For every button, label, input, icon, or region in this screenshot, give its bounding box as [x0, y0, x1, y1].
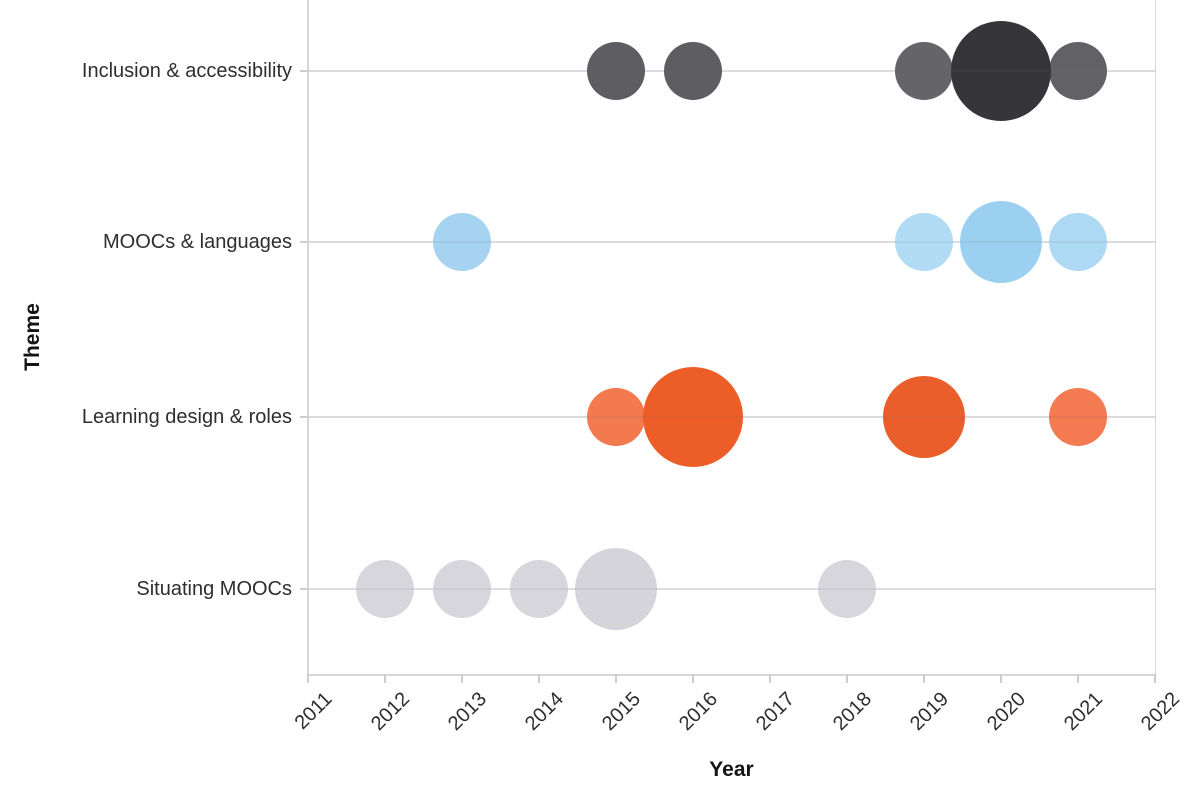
x-axis-spine [307, 674, 1156, 676]
data-bubble [883, 376, 965, 458]
data-bubble [1049, 388, 1107, 446]
x-tick-label: 2012 [366, 688, 414, 736]
y-tick-label: Learning design & roles [81, 406, 292, 428]
data-bubble [951, 21, 1051, 121]
y-axis-tick [300, 416, 307, 418]
x-tick-label: 2013 [443, 688, 491, 736]
data-bubble [587, 42, 645, 100]
row-gridline-overlay [308, 416, 1155, 418]
row-gridline [308, 241, 1155, 243]
data-bubble [643, 367, 743, 467]
data-bubble [356, 560, 414, 618]
data-bubble [587, 388, 645, 446]
data-bubble [1049, 42, 1107, 100]
y-axis-tick [300, 70, 307, 72]
data-bubble [1049, 213, 1107, 271]
x-tick-label: 2016 [674, 688, 722, 736]
x-axis-tick [538, 674, 540, 683]
x-tick-label: 2019 [905, 688, 953, 736]
data-bubble [818, 560, 876, 618]
row-gridline-overlay [308, 70, 1155, 72]
x-axis-tick [692, 674, 694, 683]
data-bubble [960, 201, 1042, 283]
x-axis-tick [923, 674, 925, 683]
y-tick-label: MOOCs & languages [103, 231, 292, 253]
row-gridline-overlay [308, 588, 1155, 590]
data-bubble [664, 42, 722, 100]
x-axis-tick [615, 674, 617, 683]
x-axis-title: Year [709, 758, 754, 781]
row-gridline-overlay [308, 241, 1155, 243]
data-bubble [575, 548, 657, 630]
x-tick-label: 2018 [828, 688, 876, 736]
right-spine [1154, 0, 1156, 674]
data-bubble [895, 42, 953, 100]
x-axis-tick [1154, 674, 1156, 683]
x-axis-tick [769, 674, 771, 683]
row-gridline [308, 588, 1155, 590]
y-axis-tick [300, 588, 307, 590]
y-axis-spine [307, 0, 309, 674]
x-tick-label: 2022 [1136, 688, 1184, 736]
x-axis-tick [384, 674, 386, 683]
x-tick-label: 2015 [597, 688, 645, 736]
data-bubble [433, 560, 491, 618]
x-axis-tick [846, 674, 848, 683]
data-bubble [510, 560, 568, 618]
x-axis-tick [461, 674, 463, 683]
data-bubble [895, 213, 953, 271]
y-tick-label: Situating MOOCs [136, 578, 292, 600]
x-axis-tick [1000, 674, 1002, 683]
y-axis-title-text: Theme [21, 303, 44, 371]
x-tick-label: 2014 [520, 688, 568, 736]
y-tick-label: Inclusion & accessibility [81, 60, 292, 82]
x-tick-label: 2020 [982, 688, 1030, 736]
row-gridline [308, 70, 1155, 72]
x-axis-tick [307, 674, 309, 683]
x-axis-tick [1077, 674, 1079, 683]
y-axis-title: Theme [8, 0, 58, 674]
x-tick-label: 2017 [751, 688, 799, 736]
y-axis-tick [300, 241, 307, 243]
x-tick-label: 2021 [1059, 688, 1107, 736]
x-tick-label: 2011 [290, 688, 337, 734]
data-bubble [433, 213, 491, 271]
